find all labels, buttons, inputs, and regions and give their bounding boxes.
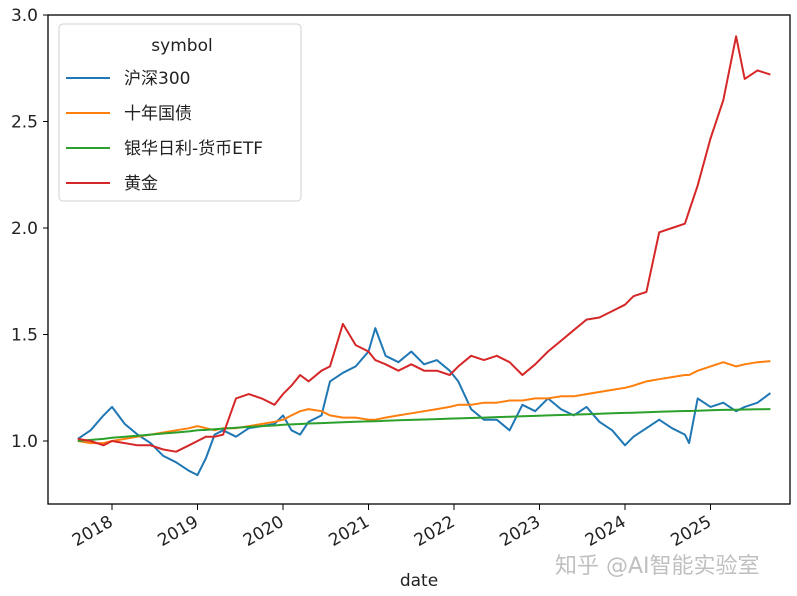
y-tick-label: 3.0 [11, 6, 38, 26]
y-axis: 1.0 1.5 2.0 2.5 3.0 [11, 6, 48, 452]
y-tick-label: 2.5 [11, 113, 38, 133]
legend-label: 十年国债 [124, 104, 192, 124]
series-line-3 [77, 35, 771, 453]
x-tick-label: 2018 [69, 512, 116, 551]
x-tick-label: 2020 [240, 512, 287, 551]
x-tick-label: 2022 [411, 512, 458, 551]
x-tick-label: 2019 [155, 512, 202, 551]
legend-label: 沪深300 [124, 69, 190, 89]
x-tick-label: 2024 [582, 512, 629, 551]
x-tick-label: 2021 [326, 512, 373, 551]
x-axis: 2018 2019 2020 2021 2022 2023 2024 2025 [69, 504, 715, 551]
legend-label: 银华日利-货币ETF [124, 139, 263, 159]
watermark: 知乎 @AI智能实验室 [555, 554, 760, 579]
legend-title: symbol [151, 36, 212, 56]
series-line-0 [77, 327, 771, 477]
y-tick-label: 1.5 [11, 326, 38, 346]
x-tick-label: 2023 [497, 512, 544, 551]
y-tick-label: 2.0 [11, 219, 38, 239]
series-layer [77, 35, 771, 477]
x-tick-label: 2025 [668, 512, 715, 551]
series-line-2 [77, 408, 771, 442]
legend-label: 黄金 [124, 174, 158, 194]
y-tick-label: 1.0 [11, 432, 38, 452]
plot-frame [47, 14, 791, 505]
series-line-1 [77, 360, 771, 445]
legend-box [58, 23, 302, 202]
x-axis-label: date [400, 571, 438, 591]
